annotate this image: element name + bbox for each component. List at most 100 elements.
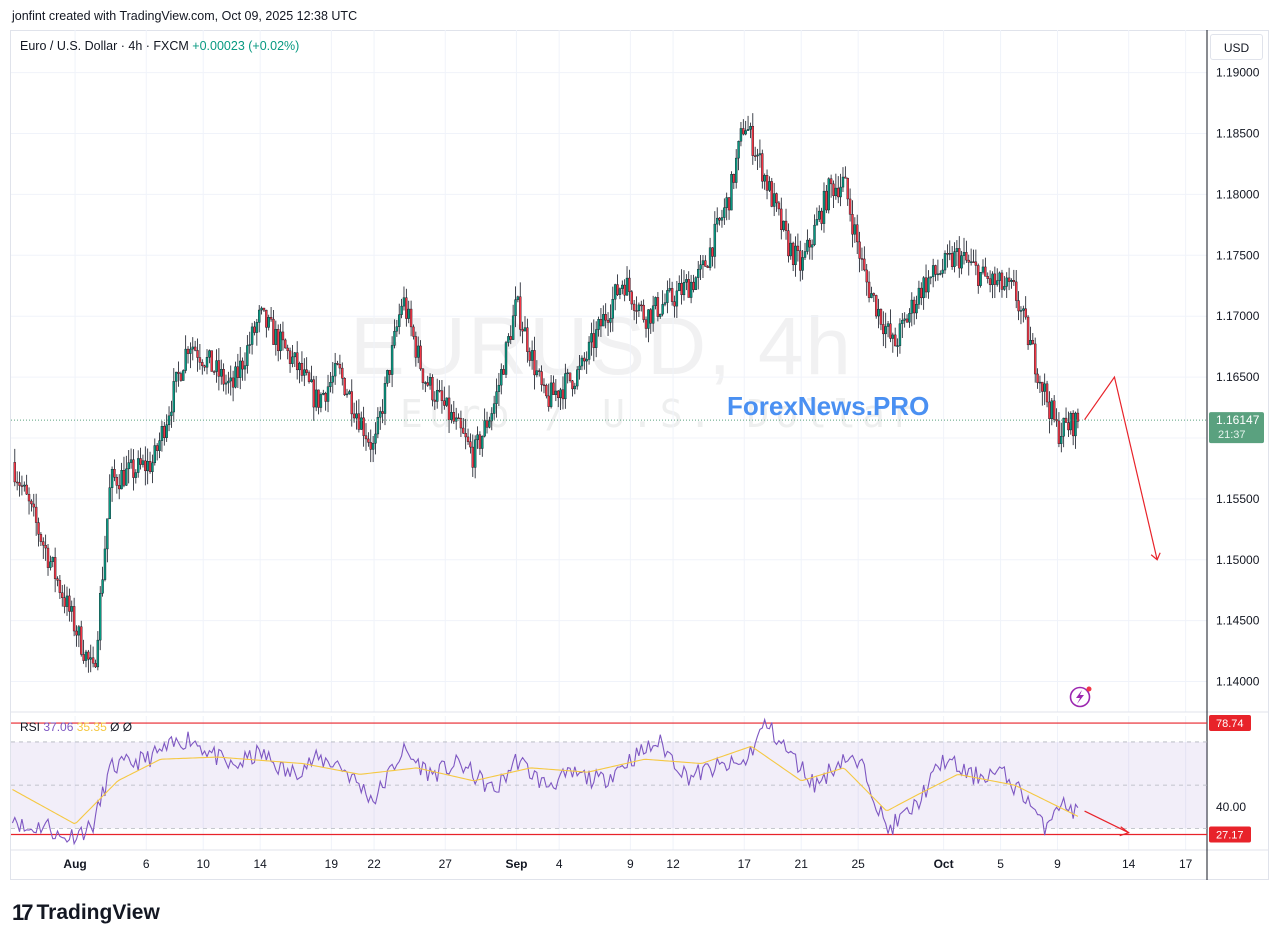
- candle-body: [979, 272, 982, 286]
- chart-frame[interactable]: [10, 30, 1269, 880]
- candle-body: [734, 157, 738, 183]
- candle-body: [609, 318, 612, 323]
- rsi-pane: 78.74 27.17 40.00: [11, 715, 1251, 846]
- candle-body: [305, 369, 308, 373]
- candle-body: [196, 350, 199, 358]
- candle-body: [236, 366, 240, 378]
- candle-body: [184, 348, 187, 371]
- candle-body: [1007, 277, 1011, 282]
- candle-body: [568, 372, 572, 382]
- candle-body: [647, 309, 650, 329]
- candle-body: [443, 400, 446, 406]
- candle-body: [580, 357, 584, 367]
- brand-watermark: ForexNews.PRO: [727, 391, 930, 421]
- candle-body: [822, 190, 826, 224]
- candle-body: [239, 360, 242, 378]
- candle-body: [362, 417, 365, 436]
- candle-body: [867, 281, 871, 298]
- candle-body: [1057, 420, 1061, 444]
- tradingview-logo-icon: 17: [12, 900, 34, 925]
- candle-body: [618, 288, 622, 295]
- candle-body: [640, 304, 643, 307]
- candle-body: [158, 440, 161, 451]
- candle-body: [654, 297, 657, 307]
- candle-body: [483, 420, 486, 437]
- candle-body: [699, 264, 702, 270]
- candle-body: [815, 219, 819, 226]
- candle-body: [509, 336, 512, 340]
- candle-body: [903, 318, 906, 321]
- candle-body: [635, 310, 638, 312]
- candle-body: [943, 253, 947, 271]
- candle-body: [146, 461, 149, 472]
- candle-body: [343, 378, 346, 396]
- candle-body: [701, 260, 705, 266]
- candle-body: [611, 299, 614, 319]
- candle-body: [374, 433, 377, 444]
- candle-body: [405, 297, 408, 319]
- candle-body: [901, 320, 904, 324]
- candle-body: [371, 443, 375, 450]
- candle-body: [554, 390, 558, 395]
- candle-body: [393, 331, 396, 346]
- candle-body: [908, 313, 911, 323]
- candle-body: [1031, 340, 1035, 345]
- candle-body: [189, 348, 192, 354]
- candle-body: [341, 367, 344, 379]
- candle-body: [689, 281, 693, 298]
- candle-body: [1015, 281, 1018, 301]
- candle-body: [991, 273, 994, 286]
- candle-body: [756, 154, 759, 157]
- candle-body: [165, 424, 168, 438]
- time-tick-label: 19: [325, 857, 339, 871]
- currency-button[interactable]: USD: [1210, 34, 1263, 60]
- candle-body: [1003, 286, 1006, 290]
- candle-body: [808, 239, 811, 248]
- candle-body: [834, 187, 838, 197]
- candle-body: [1064, 417, 1068, 423]
- candle-body: [502, 369, 505, 375]
- candle-body: [293, 352, 297, 358]
- candle-body: [15, 481, 19, 484]
- candle-body: [51, 557, 54, 563]
- candle-body: [1062, 417, 1065, 437]
- rsi-level-label: 27.17: [1216, 830, 1244, 842]
- candle-body: [113, 469, 116, 478]
- candle-body: [364, 435, 368, 440]
- candle-body: [839, 186, 842, 198]
- candle-body: [706, 266, 709, 268]
- candle-body: [481, 435, 484, 449]
- candle-body: [269, 317, 273, 320]
- candle-body: [329, 382, 332, 387]
- candle-body: [476, 434, 479, 441]
- candle-body: [746, 129, 750, 131]
- candle-body: [851, 214, 854, 235]
- candle-body: [426, 382, 429, 386]
- candle-body: [865, 269, 868, 283]
- candle-body: [84, 651, 88, 661]
- candle-body: [286, 347, 289, 352]
- tradingview-logo[interactable]: 17 TradingView: [12, 900, 160, 926]
- candle-body: [345, 393, 349, 396]
- candle-body: [160, 426, 164, 441]
- candle-body: [1019, 310, 1023, 312]
- candle-body: [118, 485, 121, 490]
- time-tick-label: 9: [1054, 857, 1061, 871]
- candle-body: [267, 317, 270, 328]
- candle-body: [948, 253, 951, 255]
- candle-body: [376, 417, 380, 435]
- candle-body: [875, 295, 878, 317]
- rsi-forecast-arrowhead: [1119, 826, 1130, 837]
- candle-body: [981, 266, 985, 273]
- time-tick-label: Sep: [505, 857, 527, 871]
- candle-body: [775, 193, 778, 204]
- candle-body: [962, 252, 966, 256]
- candle-body: [998, 272, 1001, 281]
- candle-body: [898, 323, 902, 346]
- candle-body: [787, 230, 790, 257]
- candle-body: [559, 389, 562, 399]
- candle-body: [526, 327, 529, 352]
- rsi-legend-symbol-1: Ø: [110, 720, 120, 734]
- candle-body: [170, 411, 173, 417]
